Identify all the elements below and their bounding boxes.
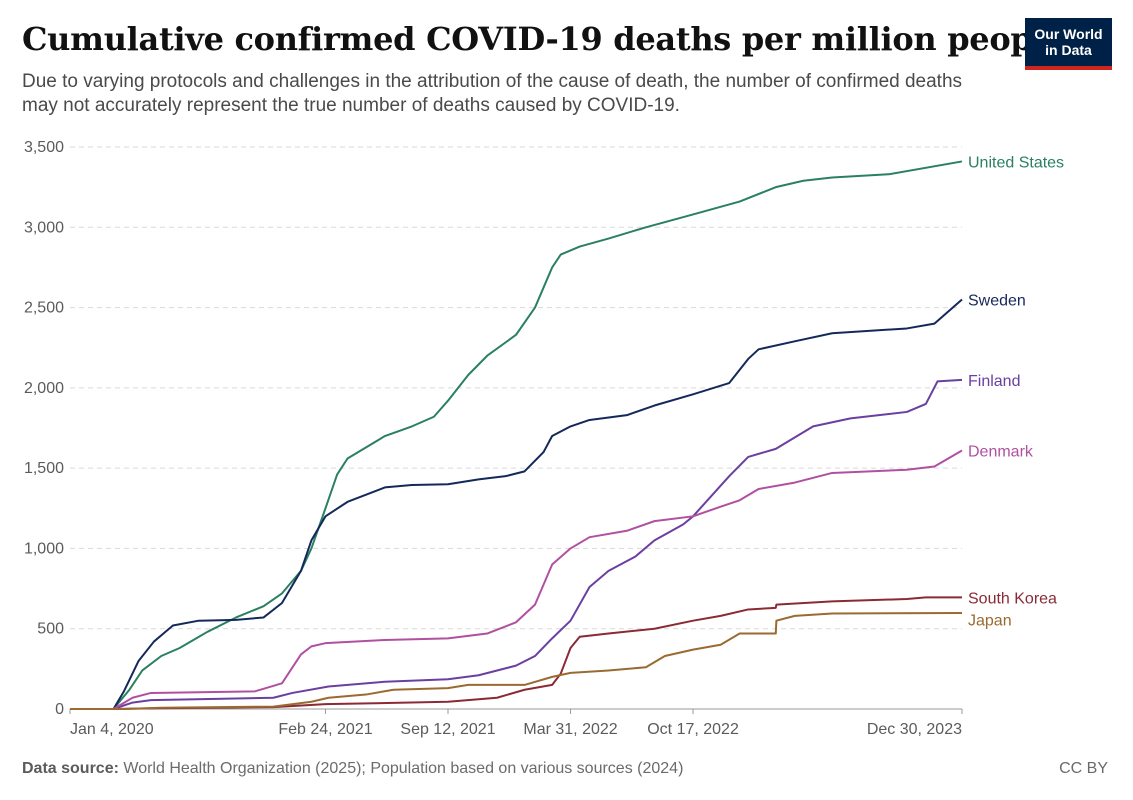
- y-tick-label: 0: [55, 701, 64, 718]
- y-tick-label: 1,500: [24, 460, 64, 477]
- data-source-text: World Health Organization (2025); Popula…: [123, 760, 684, 777]
- y-tick-label: 1,000: [24, 540, 64, 557]
- series-line: [70, 596, 962, 710]
- series-labels: United States Sweden Finland Denmark South K…: [968, 154, 1064, 629]
- x-tick-label: Jan 4, 2020: [70, 721, 154, 738]
- x-tick-label: Feb 24, 2021: [278, 721, 372, 738]
- y-tick-label: 2,000: [24, 380, 64, 397]
- y-tick-label: 3,000: [24, 219, 64, 236]
- data-source: Data source: World Health Organization (…: [22, 760, 683, 778]
- logo-line-1: Our World: [1034, 26, 1103, 42]
- series-line: [70, 298, 963, 710]
- logo-line-2: in Data: [1045, 42, 1092, 58]
- x-tick-label: Dec 30, 2023: [867, 721, 962, 738]
- data-source-label: Data source:: [22, 760, 119, 777]
- y-tick-label: 3,500: [24, 139, 64, 156]
- license-link[interactable]: CC BY: [1059, 760, 1108, 777]
- series-label: Denmark: [968, 443, 1034, 460]
- series-label: South Korea: [968, 590, 1057, 607]
- x-tick-label: Oct 17, 2022: [647, 721, 739, 738]
- chart-title: Cumulative confirmed COVID-19 deaths per…: [22, 20, 1065, 58]
- axes: 0 500 1,000 1,500 2,000 2,500 3,000 3,500 Jan 4,…: [24, 139, 963, 738]
- owid-logo[interactable]: Our World in Data: [1025, 18, 1112, 70]
- gridlines: [70, 146, 962, 630]
- series-label: Japan: [968, 612, 1012, 629]
- series-lines: [70, 160, 963, 710]
- chart-subtitle: Due to varying protocols and challenges …: [22, 71, 963, 116]
- y-tick-label: 500: [37, 621, 64, 638]
- series-line: [70, 160, 963, 710]
- series-line: [70, 449, 963, 710]
- series-line: [70, 378, 963, 710]
- y-tick-label: 2,500: [24, 300, 64, 317]
- series-label: Sweden: [968, 293, 1026, 310]
- x-tick-label: Mar 31, 2022: [523, 721, 617, 738]
- series-label: Finland: [968, 373, 1020, 390]
- x-tick-label: Sep 12, 2021: [400, 721, 495, 738]
- series-label: United States: [968, 154, 1064, 171]
- series-line: [70, 611, 963, 710]
